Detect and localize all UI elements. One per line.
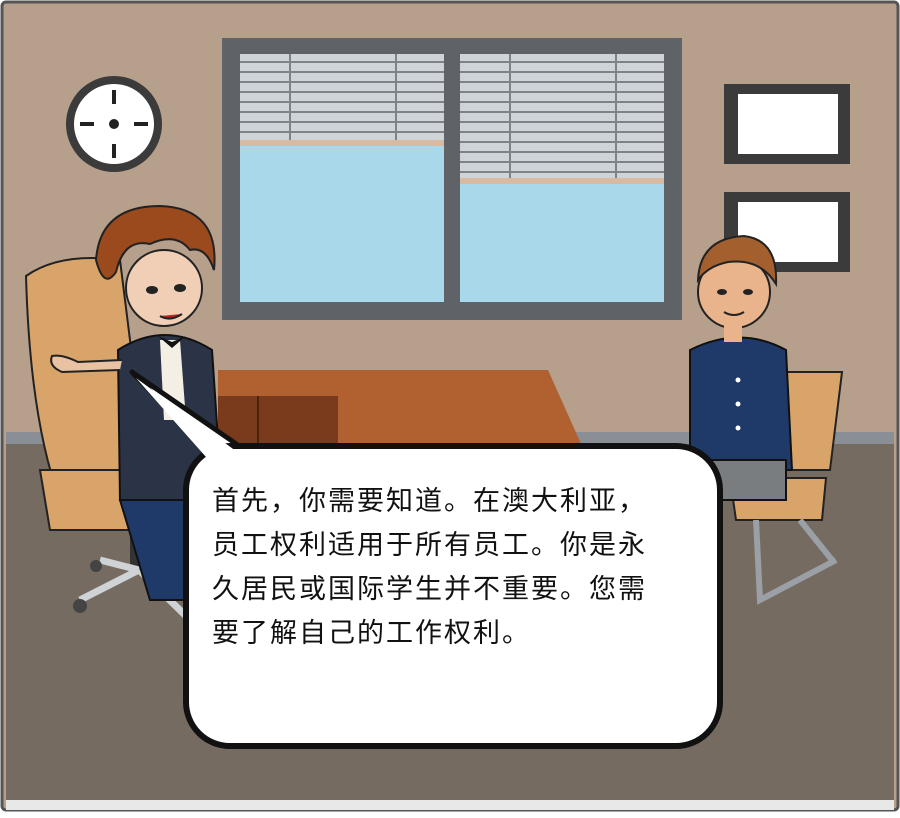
speech-bubble-text: 首先，你需要知道。在澳大利亚， 员工权利适用于所有员工。你是永 久居民或国际学生…	[212, 480, 682, 656]
speech-line-4: 要了解自己的工作权利。	[212, 618, 531, 649]
desk	[218, 370, 582, 450]
speech-bubble	[129, 369, 723, 749]
wall-clock-icon	[66, 76, 162, 172]
speech-line-1: 首先，你需要知道。在澳大利亚，	[212, 486, 647, 517]
character-right	[689, 234, 794, 501]
speech-line-3: 久居民或国际学生并不重要。您需	[212, 574, 647, 605]
speech-line-2: 员工权利适用于所有员工。你是永	[212, 530, 647, 561]
window-blinds-icon	[222, 38, 682, 320]
